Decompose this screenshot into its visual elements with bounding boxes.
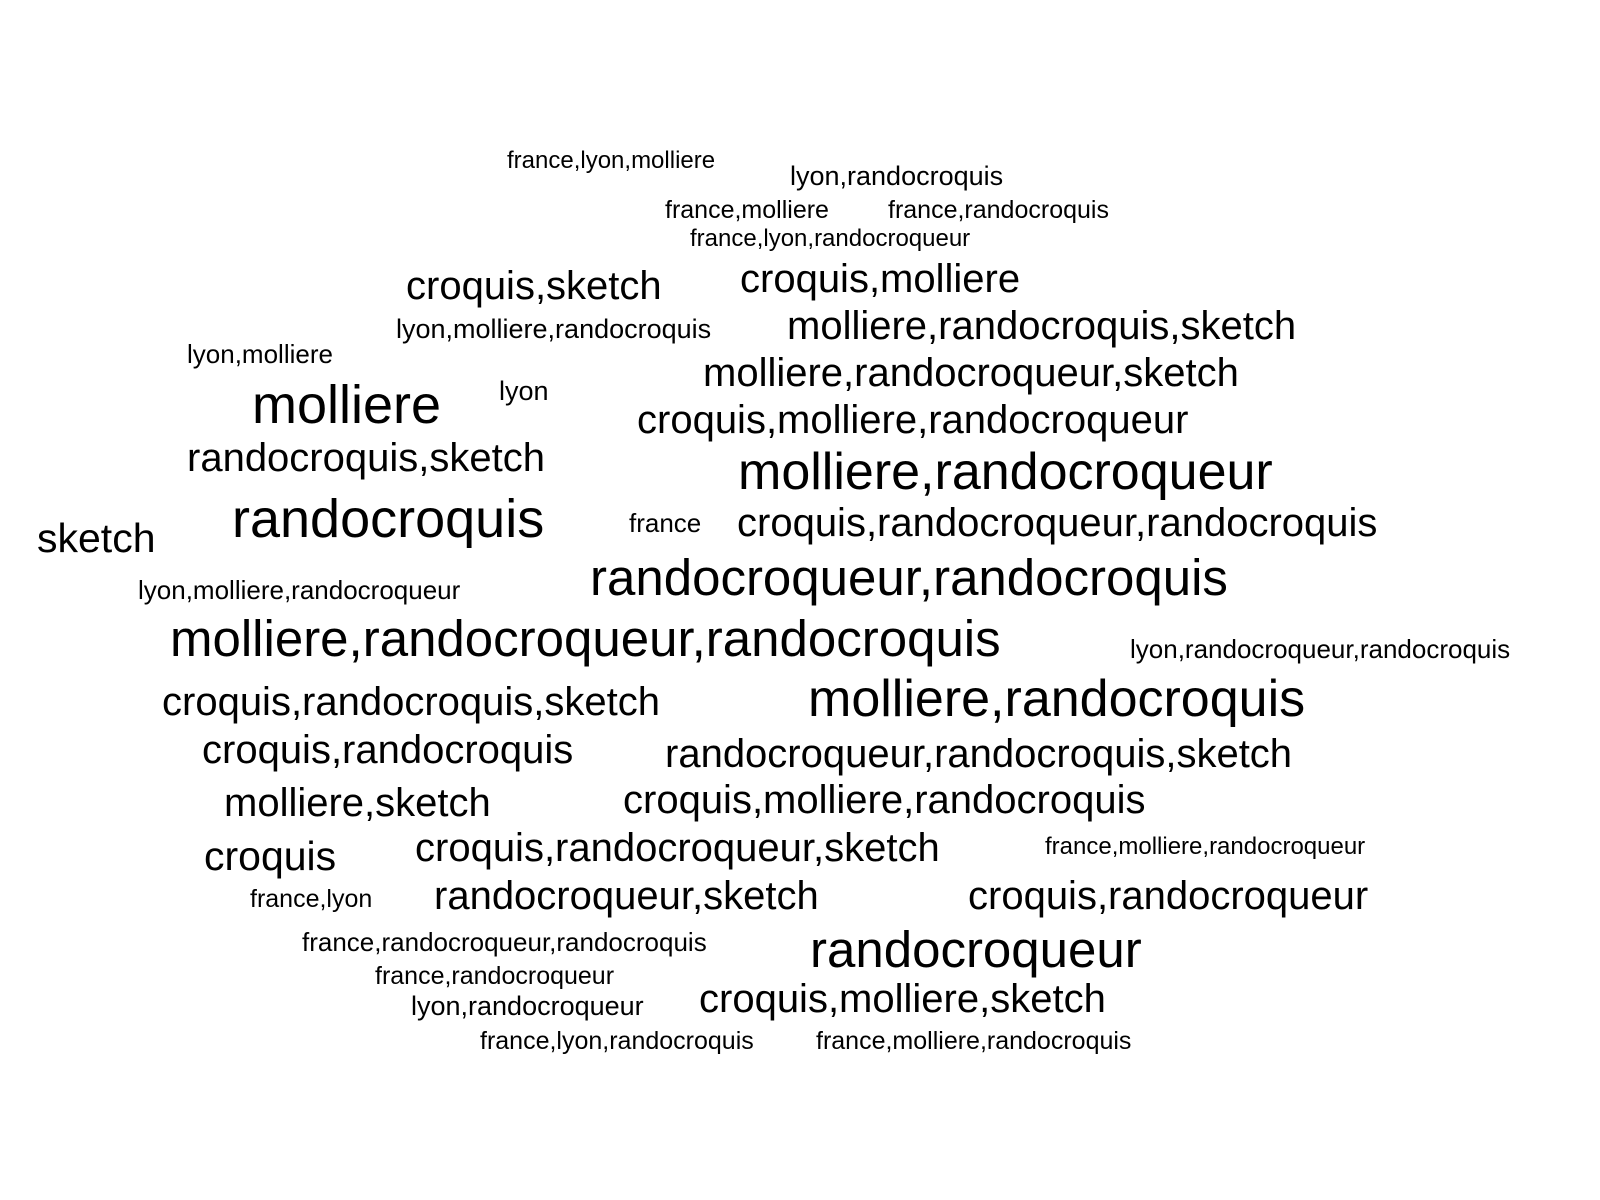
word-france-molliere-randocroqueur: france,molliere,randocroqueur xyxy=(1045,833,1366,860)
word-france: france xyxy=(629,508,702,538)
word-croquis-randocroqueur-randocroquis: croquis,randocroqueur,randocroquis xyxy=(737,501,1378,545)
word-croquis-molliere-randocroquis: croquis,molliere,randocroquis xyxy=(623,778,1146,822)
word-croquis-molliere-sketch: croquis,molliere,sketch xyxy=(699,977,1106,1021)
word-croquis-randocroqueur: croquis,randocroqueur xyxy=(968,874,1369,918)
word-randocroquis-sketch: randocroquis,sketch xyxy=(187,436,545,480)
word-molliere-randocroqueur-randocroquis: molliere,randocroqueur,randocroquis xyxy=(170,610,1001,667)
word-croquis: croquis xyxy=(204,833,337,879)
word-molliere-randocroqueur: molliere,randocroqueur xyxy=(738,443,1273,501)
word-croquis-molliere-randocroqueur: croquis,molliere,randocroqueur xyxy=(637,398,1189,442)
word-france-molliere-randocroquis: france,molliere,randocroquis xyxy=(816,1027,1132,1055)
word-molliere-randocroqueur-sketch: molliere,randocroqueur,sketch xyxy=(703,351,1239,395)
word-molliere-randocroquis-sketch: molliere,randocroquis,sketch xyxy=(787,304,1297,348)
word-molliere-randocroquis: molliere,randocroquis xyxy=(808,670,1306,728)
word-france-lyon: france,lyon xyxy=(250,885,373,913)
word-lyon-randocroquis: lyon,randocroquis xyxy=(790,161,1004,191)
word-molliere: molliere xyxy=(252,375,442,435)
word-lyon-molliere: lyon,molliere xyxy=(187,339,333,369)
word-randocroqueur-sketch: randocroqueur,sketch xyxy=(434,874,819,918)
word-croquis-randocroquis-sketch: croquis,randocroquis,sketch xyxy=(162,680,661,724)
word-france-randocroqueur-randocroquis: france,randocroqueur,randocroquis xyxy=(302,927,707,957)
word-france-randocroquis: france,randocroquis xyxy=(888,196,1109,224)
word-france-lyon-randocroqueur: france,lyon,randocroqueur xyxy=(690,225,971,252)
word-molliere-sketch: molliere,sketch xyxy=(224,781,491,825)
word-france-randocroqueur: france,randocroqueur xyxy=(375,962,615,990)
word-lyon-molliere-randocroquis: lyon,molliere,randocroquis xyxy=(396,314,712,344)
word-france-lyon-randocroquis: france,lyon,randocroquis xyxy=(480,1027,754,1055)
word-croquis-randocroquis: croquis,randocroquis xyxy=(202,728,574,772)
word-lyon-molliere-randocroqueur: lyon,molliere,randocroqueur xyxy=(138,575,461,605)
word-france-molliere: france,molliere xyxy=(665,196,829,224)
word-croquis-molliere: croquis,molliere xyxy=(740,257,1021,301)
word-france-lyon-molliere: france,lyon,molliere xyxy=(507,147,716,174)
word-sketch: sketch xyxy=(37,515,156,561)
word-lyon: lyon xyxy=(499,376,549,406)
word-randocroquis: randocroquis xyxy=(232,489,545,549)
word-lyon-randocroqueur-randocroquis: lyon,randocroqueur,randocroquis xyxy=(1130,634,1511,664)
word-randocroqueur-randocroquis: randocroqueur,randocroquis xyxy=(590,549,1228,606)
word-randocroqueur-randocroquis-sketch: randocroqueur,randocroquis,sketch xyxy=(665,732,1293,776)
word-croquis-randocroqueur-sketch: croquis,randocroqueur,sketch xyxy=(415,826,940,870)
word-lyon-randocroqueur: lyon,randocroqueur xyxy=(411,991,644,1021)
word-randocroqueur: randocroqueur xyxy=(810,921,1142,978)
word-croquis-sketch: croquis,sketch xyxy=(406,264,662,308)
